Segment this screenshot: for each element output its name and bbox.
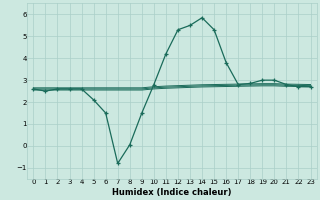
X-axis label: Humidex (Indice chaleur): Humidex (Indice chaleur) — [112, 188, 232, 197]
